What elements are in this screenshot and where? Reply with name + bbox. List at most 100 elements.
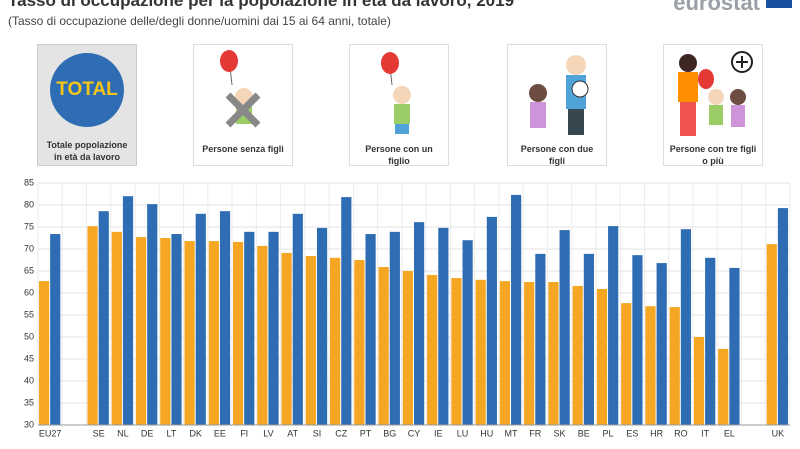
bar — [184, 241, 195, 425]
x-tick-label: IE — [434, 428, 443, 438]
chart-subtitle: (Tasso di occupazione delle/degli donne/… — [8, 14, 391, 28]
bar — [583, 253, 594, 425]
bar — [680, 229, 692, 425]
bar — [281, 252, 292, 425]
bar — [524, 282, 535, 425]
icon — [381, 52, 411, 134]
bar — [305, 256, 316, 425]
filter-label: Totale popolazione in età da lavoro — [46, 140, 128, 162]
bar — [135, 237, 147, 425]
bar — [451, 278, 462, 425]
bar — [330, 257, 341, 425]
bar — [38, 281, 50, 425]
bar — [244, 231, 255, 425]
bar — [559, 230, 570, 425]
y-tick-label: 65 — [24, 265, 34, 275]
bar — [171, 234, 182, 425]
bar — [208, 241, 219, 425]
bar — [729, 267, 740, 425]
filter-card[interactable]: Persone con due figli — [507, 44, 607, 166]
bar — [147, 204, 158, 425]
x-tick-label: HU — [480, 428, 493, 438]
y-tick-label: 35 — [24, 397, 34, 407]
bar — [160, 238, 171, 425]
bar — [693, 337, 705, 425]
x-tick-label: DK — [189, 428, 202, 438]
eu-flag — [766, 0, 792, 8]
bar — [257, 245, 268, 425]
y-tick-label: 60 — [24, 287, 34, 297]
filter-card[interactable]: Persone con tre figli o più — [663, 44, 763, 166]
icon — [529, 55, 589, 135]
bar — [316, 227, 328, 425]
x-tick-label: AT — [287, 428, 298, 438]
filter-card[interactable]: Persone con un figlio — [349, 44, 449, 166]
x-tick-label: CY — [408, 428, 421, 438]
x-tick-label: EU27 — [39, 428, 62, 438]
bar — [122, 196, 134, 425]
bar — [486, 216, 497, 425]
y-tick-label: 75 — [24, 221, 34, 231]
bar — [632, 255, 643, 425]
bar — [608, 226, 619, 425]
x-tick-label: NL — [117, 428, 129, 438]
y-tick-label: 80 — [24, 199, 34, 209]
x-tick-label: FI — [240, 428, 248, 438]
bar — [292, 213, 303, 425]
bar — [475, 279, 486, 425]
bar — [596, 289, 608, 425]
bar — [341, 197, 352, 425]
bar — [548, 282, 559, 425]
bar — [572, 285, 583, 425]
bar — [50, 234, 61, 425]
x-tick-label: PT — [360, 428, 372, 438]
x-tick-label: UK — [772, 428, 785, 438]
logo: eurostat — [673, 0, 760, 15]
filter-card[interactable]: TOTAL Totale popolazione in età da lavor… — [37, 44, 137, 166]
bar — [669, 307, 680, 425]
x-tick-label: RO — [674, 428, 688, 438]
x-tick-label: BG — [383, 428, 396, 438]
bar — [777, 208, 789, 425]
x-tick-label: PL — [603, 428, 614, 438]
y-tick-label: 45 — [24, 353, 34, 363]
bar — [427, 274, 438, 425]
bar — [354, 260, 365, 425]
bar — [621, 303, 632, 425]
bar — [111, 231, 122, 425]
bar — [195, 213, 206, 425]
filter-card[interactable]: Persone senza figli — [193, 44, 293, 166]
y-tick-label: 85 — [24, 177, 34, 187]
x-tick-label: IT — [701, 428, 710, 438]
bar — [462, 240, 473, 425]
x-tick-label: DE — [141, 428, 154, 438]
bar — [511, 194, 522, 425]
bar — [656, 263, 667, 425]
y-tick-label: 70 — [24, 243, 34, 253]
x-tick-label: EL — [724, 428, 735, 438]
bar — [87, 226, 98, 425]
filter-label: Persone con un figlio — [365, 144, 433, 166]
bar — [98, 211, 109, 425]
x-tick-label: BE — [578, 428, 590, 438]
x-tick-label: SE — [93, 428, 105, 438]
bar — [718, 348, 729, 425]
y-tick-label: 40 — [24, 375, 34, 385]
bar — [268, 231, 279, 425]
x-tick-label: MT — [505, 428, 518, 438]
x-tick-label: SI — [313, 428, 322, 438]
bar — [535, 253, 546, 425]
x-tick-label: LT — [166, 428, 176, 438]
bar — [378, 267, 389, 425]
x-tick-label: LV — [263, 428, 273, 438]
bar — [499, 281, 511, 425]
bar — [705, 257, 716, 425]
bar — [219, 211, 231, 425]
bar — [402, 271, 413, 425]
total-icon: TOTAL — [50, 53, 124, 127]
bar — [438, 227, 449, 425]
y-tick-label: 30 — [24, 419, 34, 429]
bar — [389, 231, 400, 425]
